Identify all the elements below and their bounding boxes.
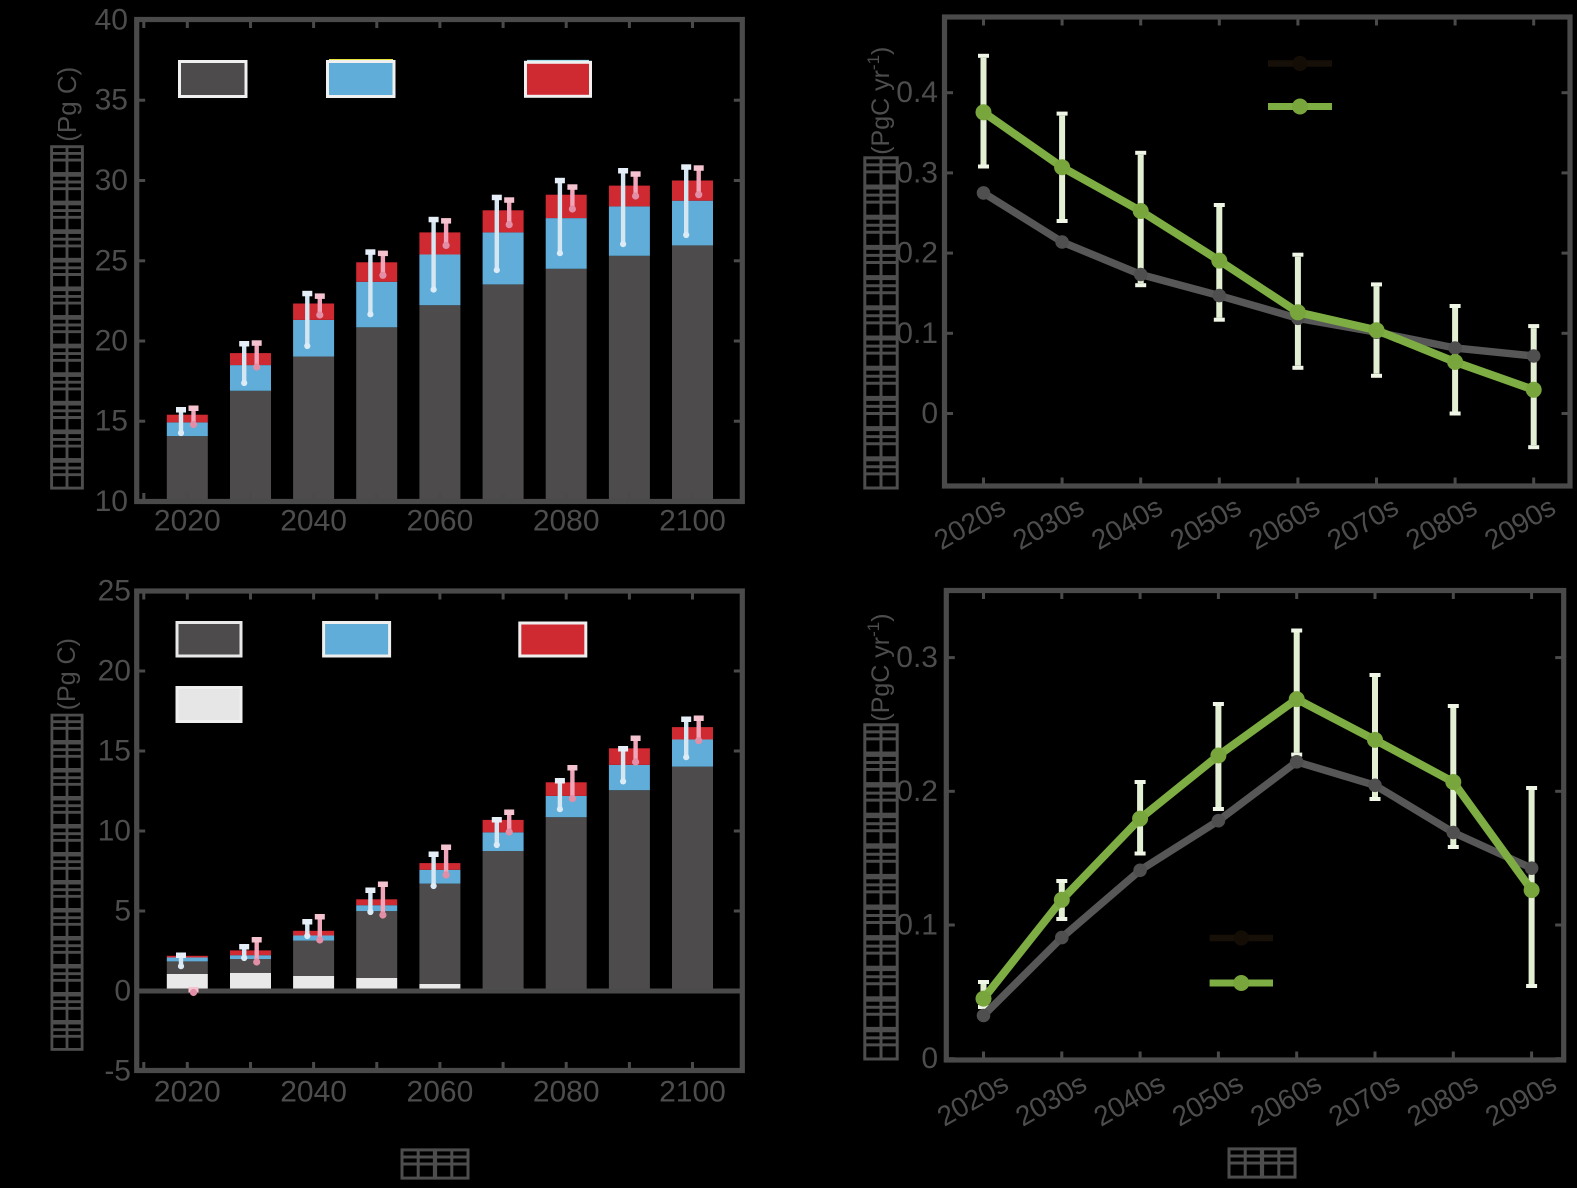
svg-text:2060: 2060 bbox=[407, 1076, 474, 1109]
svg-text:35: 35 bbox=[95, 84, 128, 117]
svg-text:-5: -5 bbox=[104, 1055, 131, 1088]
svg-text:30: 30 bbox=[95, 164, 128, 197]
svg-text:10: 10 bbox=[95, 485, 128, 518]
svg-text:0: 0 bbox=[921, 397, 938, 430]
svg-text:5: 5 bbox=[114, 895, 131, 928]
svg-text:0.3: 0.3 bbox=[896, 156, 938, 189]
svg-text:(PgC yr-1): (PgC yr-1) bbox=[864, 613, 896, 721]
svg-text:2100: 2100 bbox=[659, 1076, 726, 1109]
svg-text:0.1: 0.1 bbox=[896, 317, 938, 350]
svg-text:2080: 2080 bbox=[533, 1076, 600, 1109]
svg-text:2100: 2100 bbox=[659, 505, 726, 538]
svg-text:20: 20 bbox=[95, 325, 128, 358]
svg-text:0.3: 0.3 bbox=[896, 641, 938, 674]
svg-text:2060: 2060 bbox=[407, 505, 474, 538]
svg-text:25: 25 bbox=[95, 244, 128, 277]
svg-text:2040: 2040 bbox=[280, 1076, 347, 1109]
svg-text:15: 15 bbox=[98, 735, 131, 768]
svg-text:10: 10 bbox=[98, 815, 131, 848]
svg-text:0: 0 bbox=[921, 1042, 938, 1075]
svg-text:25: 25 bbox=[98, 575, 131, 608]
svg-text:2040: 2040 bbox=[280, 505, 347, 538]
svg-text:40: 40 bbox=[95, 4, 128, 37]
svg-text:2020: 2020 bbox=[154, 505, 221, 538]
svg-text:20: 20 bbox=[98, 655, 131, 688]
svg-text:15: 15 bbox=[95, 405, 128, 438]
svg-text:(Pg C): (Pg C) bbox=[52, 67, 82, 142]
svg-text:0.1: 0.1 bbox=[896, 909, 938, 942]
svg-text:(Pg C): (Pg C) bbox=[53, 638, 81, 710]
svg-text:0.4: 0.4 bbox=[896, 76, 938, 109]
svg-text:2020: 2020 bbox=[154, 1076, 221, 1109]
svg-text:2080: 2080 bbox=[533, 505, 600, 538]
svg-text:0.2: 0.2 bbox=[896, 237, 938, 270]
svg-text:(PgC yr-1): (PgC yr-1) bbox=[864, 47, 896, 155]
svg-text:0.2: 0.2 bbox=[896, 775, 938, 808]
svg-text:0: 0 bbox=[114, 975, 131, 1008]
